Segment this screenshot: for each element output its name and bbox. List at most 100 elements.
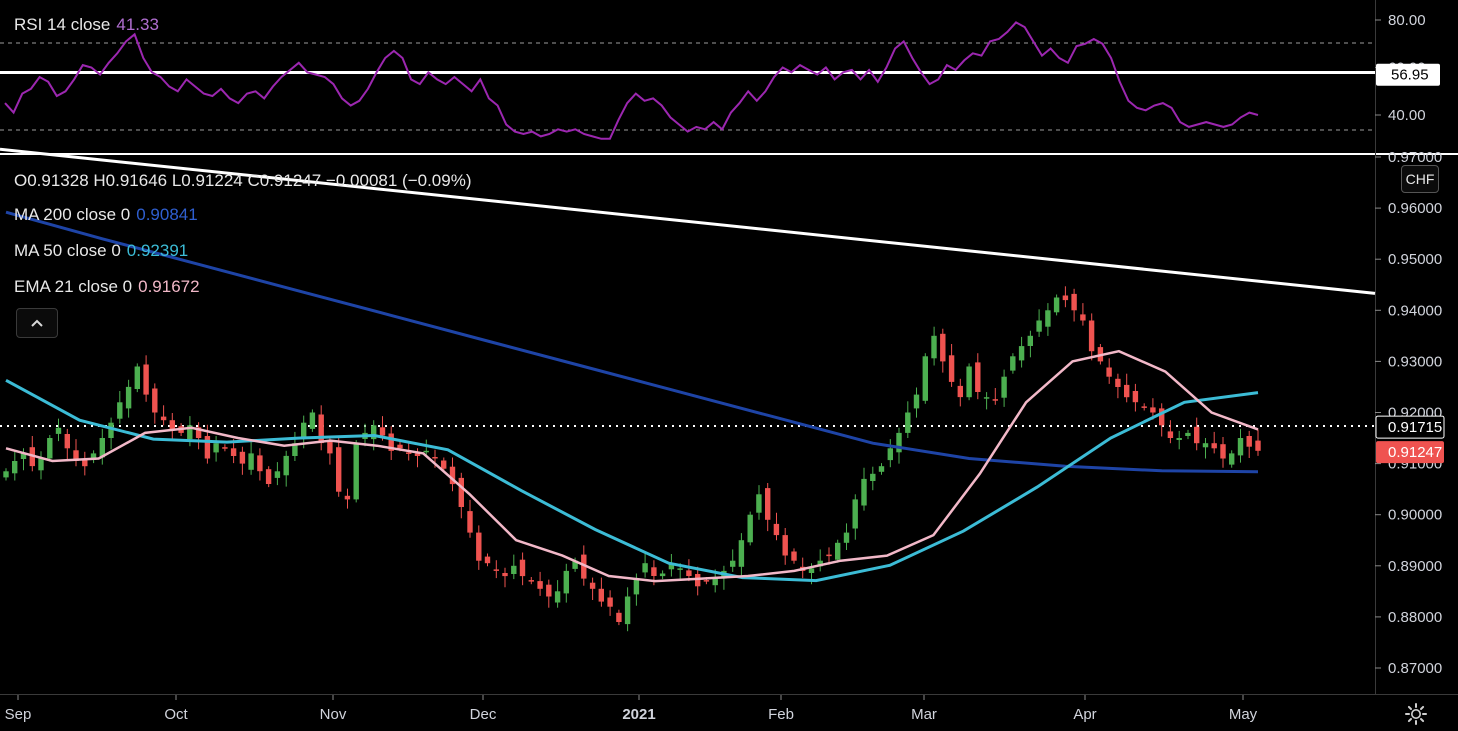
candle-body (695, 574, 701, 587)
candle-body (12, 461, 18, 474)
price-tick-label: 0.89000 (1388, 558, 1442, 575)
rsi-legend[interactable]: RSI 14 close 41.33 (14, 15, 159, 35)
candle-body (55, 427, 62, 434)
candle-body (843, 532, 850, 543)
candle-body (1132, 391, 1139, 403)
candle-body (668, 563, 675, 570)
ma50-line (5, 378, 1259, 583)
rsi-pane (0, 21, 1375, 140)
time-tick-label: 2021 (622, 706, 655, 723)
candle-body (309, 412, 316, 429)
candle-body (554, 591, 561, 603)
candle-body (371, 425, 377, 440)
rsi-tick-label: 80.00 (1388, 12, 1426, 29)
ema21-legend-value: 0.91672 (138, 277, 200, 296)
candle-body (1036, 320, 1042, 332)
ohlc-legend: O0.91328 H0.91646 L0.91224 C0.91247 −0.0… (14, 171, 471, 191)
candle-body (64, 434, 70, 449)
axis-price-labels: 56.95 0.91715 0.91247 (1375, 63, 1445, 464)
gear-icon[interactable] (1404, 702, 1428, 726)
candle-body (1088, 320, 1095, 352)
ma50-legend-value: 0.92391 (126, 241, 189, 260)
candle-body (817, 560, 823, 567)
candle-body (747, 514, 753, 543)
candle-body (20, 453, 27, 459)
candle-body (1141, 406, 1147, 408)
candle-body (432, 457, 438, 459)
candle-body (519, 559, 526, 577)
candle-body (677, 568, 683, 570)
candle-body (344, 495, 351, 500)
candle-body (1071, 293, 1077, 311)
candle-body (537, 581, 543, 589)
candle-body (1150, 407, 1156, 413)
candle-body (441, 460, 447, 469)
ohlc-values: O0.91328 H0.91646 L0.91224 C0.91247 −0.0… (14, 171, 472, 190)
candle-body (82, 459, 88, 467)
time-tick-label: Nov (320, 706, 347, 723)
candle-body (1185, 432, 1191, 436)
candle-body (589, 582, 596, 589)
candle-body (651, 567, 657, 576)
candle-body (992, 399, 998, 401)
candle-body (152, 388, 158, 413)
candle-body (948, 355, 955, 382)
rsi-legend-value: 41.33 (116, 15, 159, 34)
candle-body (852, 499, 858, 529)
candle-body (204, 436, 211, 459)
candle-body (292, 443, 298, 456)
candle-body (1159, 408, 1165, 426)
candle-body (1027, 335, 1033, 346)
candle-body (563, 570, 569, 594)
candle-body (187, 425, 193, 440)
candle-body (765, 488, 771, 520)
candle-body (686, 570, 692, 576)
candle-body (730, 560, 736, 567)
candle-body (1255, 440, 1261, 451)
candle-body (878, 466, 885, 472)
time-axis[interactable]: Sep Oct Nov Dec 2021 Feb Mar Apr May (5, 695, 1258, 723)
ma200-legend[interactable]: MA 200 close 0 0.90841 (14, 205, 198, 225)
candle-body (1176, 438, 1182, 440)
resistance-trendline[interactable] (0, 147, 1376, 295)
candle-body (738, 540, 745, 567)
ma200-line (5, 210, 1259, 474)
ma200-legend-label: MA 200 close 0 (14, 205, 131, 224)
candle-body (1115, 378, 1121, 387)
candle-body (467, 511, 473, 533)
candle-body (125, 386, 132, 409)
candle-body (791, 551, 797, 561)
currency-badge[interactable]: CHF (1401, 165, 1439, 193)
candle-body (3, 471, 9, 478)
candle-body (1010, 356, 1016, 371)
candle-body (826, 554, 832, 557)
rsi-legend-label: RSI 14 close (14, 15, 111, 34)
candle-body (773, 523, 780, 536)
collapse-legend-button[interactable] (16, 308, 58, 338)
candle-body (598, 588, 604, 602)
candle-body (117, 402, 123, 419)
candle-body (458, 477, 464, 507)
ma50-legend[interactable]: MA 50 close 0 0.92391 (14, 241, 188, 261)
rsi-tick-label: 40.00 (1388, 107, 1426, 124)
candle-body (861, 478, 867, 506)
candle-body (931, 335, 937, 359)
candle-body (957, 385, 963, 398)
candle-body (1045, 310, 1051, 327)
time-tick-label: Apr (1073, 706, 1096, 723)
ema21-legend[interactable]: EMA 21 close 0 0.91672 (14, 277, 200, 297)
candle-body (913, 394, 920, 409)
price-tick-label: 0.87000 (1388, 660, 1442, 677)
candle-body (835, 542, 841, 560)
time-tick-label: Feb (768, 706, 794, 723)
candle-body (642, 563, 648, 573)
candle-body (1229, 453, 1235, 465)
price-axis[interactable]: 0.970000.960000.950000.940000.930000.920… (1375, 149, 1442, 677)
level-price-text: 0.91715 (1388, 419, 1442, 436)
candle-body (388, 433, 394, 451)
candle-body (502, 573, 508, 577)
candle-body (47, 438, 53, 459)
candle-body (248, 453, 254, 470)
candle-body (257, 455, 263, 472)
